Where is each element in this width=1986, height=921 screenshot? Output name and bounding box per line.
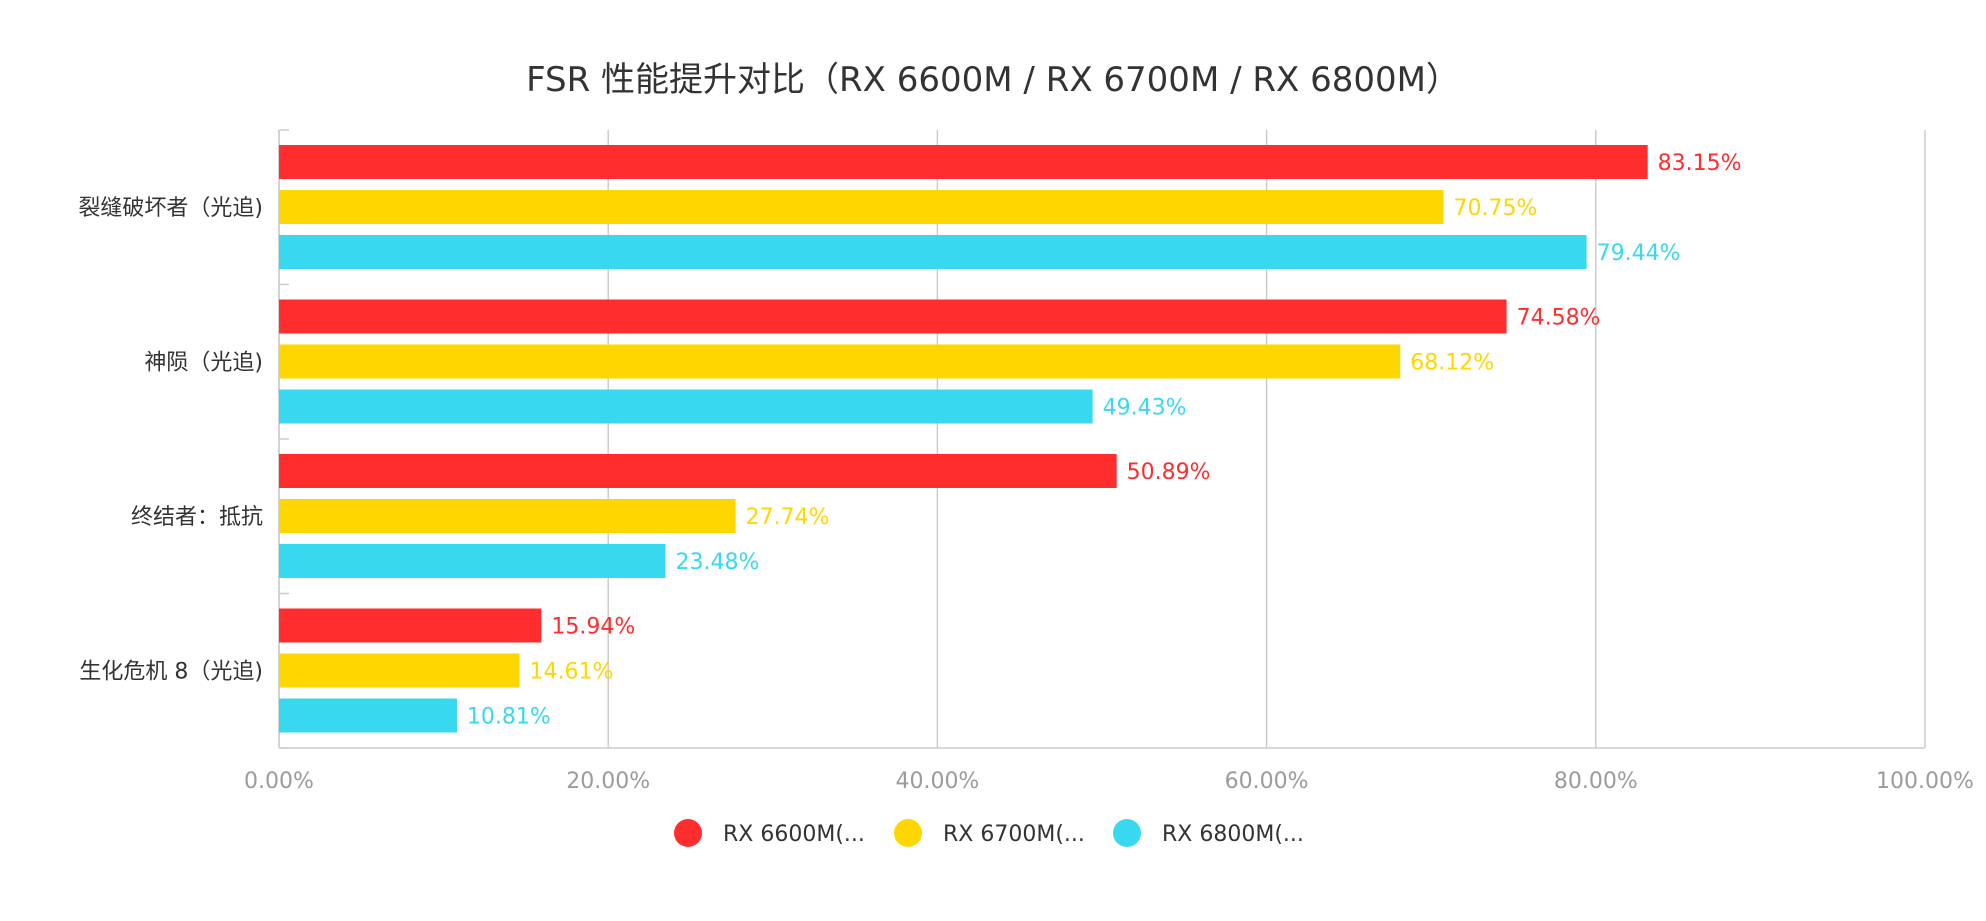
- data-label: 10.81%: [467, 705, 551, 730]
- legend-swatch: [674, 819, 702, 847]
- data-label: 49.43%: [1103, 396, 1187, 421]
- legend-item-label: RX 6700M(...: [943, 822, 1085, 847]
- data-label: 23.48%: [675, 550, 759, 575]
- data-label: 83.15%: [1658, 151, 1742, 176]
- bar: [279, 190, 1444, 224]
- y-category-label: 神陨（光追): [144, 351, 263, 376]
- x-tick-label: 0.00%: [244, 769, 314, 794]
- legend-item-label: RX 6800M(...: [1162, 822, 1304, 847]
- x-tick-label: 40.00%: [895, 769, 979, 794]
- y-category-label: 裂缝破坏者（光追): [78, 196, 263, 221]
- bar: [279, 145, 1648, 179]
- y-category-label: 终结者：抵抗: [131, 505, 263, 530]
- bar: [279, 608, 542, 643]
- y-category-label: 生化危机 8（光追): [79, 660, 263, 685]
- bar: [279, 499, 736, 533]
- chart-title: FSR 性能提升对比（RX 6600M / RX 6700M / RX 6800…: [526, 60, 1460, 100]
- bars-layer: [279, 145, 1648, 733]
- bar: [279, 454, 1117, 488]
- grid-layer: 0.00% 20.00% 40.00% 60.00% 80.00% 100.00%: [244, 129, 1974, 794]
- data-label: 74.58%: [1517, 306, 1601, 331]
- data-label: 15.94%: [551, 615, 635, 640]
- data-label: 70.75%: [1454, 196, 1538, 221]
- data-label: 68.12%: [1410, 351, 1494, 376]
- bar: [279, 344, 1401, 379]
- labels-layer: 83.15% 70.75% 79.44% 裂缝破坏者（光追) 74.58% 68.12% 4…: [78, 151, 1741, 730]
- legend-item-label: RX 6600M(...: [723, 822, 865, 847]
- bar: [279, 299, 1507, 334]
- bar: [279, 698, 457, 733]
- data-label: 79.44%: [1597, 241, 1681, 266]
- bar: [279, 544, 666, 578]
- legend-swatch: [1113, 819, 1141, 847]
- data-label: 50.89%: [1127, 460, 1211, 485]
- data-label: 14.61%: [529, 660, 613, 685]
- bar: [279, 653, 520, 688]
- bar: [279, 389, 1093, 424]
- x-tick-label: 80.00%: [1554, 769, 1638, 794]
- x-tick-label: 20.00%: [566, 769, 650, 794]
- legend-swatch: [894, 819, 922, 847]
- x-tick-label: 100.00%: [1876, 769, 1974, 794]
- legend: RX 6600M(... RX 6700M(... RX 6800M(...: [674, 819, 1304, 847]
- bar: [279, 235, 1587, 269]
- x-tick-label: 60.00%: [1225, 769, 1309, 794]
- data-label: 27.74%: [746, 505, 830, 530]
